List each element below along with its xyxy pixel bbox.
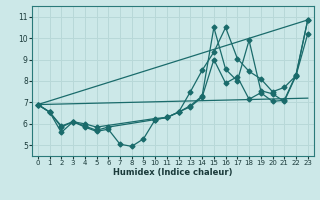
- X-axis label: Humidex (Indice chaleur): Humidex (Indice chaleur): [113, 168, 233, 177]
